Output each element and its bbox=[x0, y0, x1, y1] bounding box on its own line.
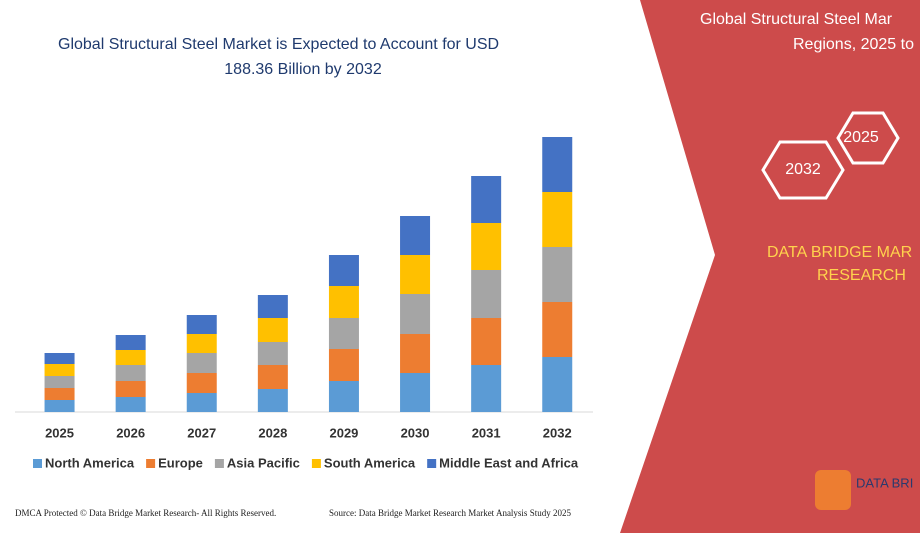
brand-text: DATA BRIDGE MAR bbox=[767, 244, 912, 261]
chart-subtitle: 188.36 Billion by 2032 bbox=[224, 61, 382, 78]
bar-segment bbox=[115, 397, 146, 412]
panel-title: Regions, 2025 to bbox=[793, 36, 914, 53]
bar-segment bbox=[400, 255, 431, 294]
bar-segment bbox=[115, 350, 146, 365]
bar-segment bbox=[471, 223, 502, 270]
bar-segment bbox=[115, 335, 146, 350]
legend-label: Europe bbox=[158, 455, 203, 470]
bar-segment bbox=[471, 270, 502, 318]
hex-label: 2032 bbox=[785, 161, 821, 178]
legend-label: South America bbox=[324, 455, 416, 470]
x-tick-label: 2026 bbox=[116, 425, 145, 440]
legend-swatch bbox=[311, 459, 321, 468]
logo-mark bbox=[815, 470, 851, 510]
x-tick-label: 2029 bbox=[329, 425, 358, 440]
legend-swatch bbox=[146, 459, 156, 468]
brand-text: RESEARCH bbox=[817, 267, 906, 284]
bar-segment bbox=[115, 381, 146, 397]
logo-text: DATA BRI bbox=[856, 475, 913, 490]
x-tick-label: 2028 bbox=[258, 425, 287, 440]
side-panel bbox=[620, 0, 920, 533]
legend-swatch bbox=[427, 459, 437, 468]
bar-segment bbox=[328, 381, 359, 412]
bar-segment bbox=[400, 373, 431, 412]
bar-segment bbox=[257, 295, 288, 318]
bar-segment bbox=[257, 365, 288, 389]
hex-label: 2025 bbox=[843, 129, 879, 146]
bar-segment bbox=[400, 216, 431, 255]
legend-label: North America bbox=[45, 455, 135, 470]
footer-text: DMCA Protected © Data Bridge Market Rese… bbox=[15, 508, 276, 518]
bar-segment bbox=[328, 349, 359, 381]
bar-segment bbox=[257, 318, 288, 342]
bar-segment bbox=[186, 315, 217, 334]
bar-segment bbox=[186, 393, 217, 412]
bar-segment bbox=[115, 365, 146, 381]
legend-label: Asia Pacific bbox=[227, 455, 300, 470]
legend-label: Middle East and Africa bbox=[439, 455, 579, 470]
bar-segment bbox=[542, 247, 573, 302]
bar-segment bbox=[471, 176, 502, 223]
bar-segment bbox=[471, 365, 502, 412]
x-tick-label: 2032 bbox=[543, 425, 572, 440]
bar-segment bbox=[328, 255, 359, 286]
x-tick-label: 2025 bbox=[45, 425, 74, 440]
bar-segment bbox=[257, 342, 288, 365]
x-tick-label: 2030 bbox=[401, 425, 430, 440]
x-tick-label: 2031 bbox=[472, 425, 501, 440]
x-tick-label: 2027 bbox=[187, 425, 216, 440]
bar-segment bbox=[186, 373, 217, 393]
bar-segment bbox=[44, 388, 75, 400]
panel-title: Global Structural Steel Mar bbox=[700, 11, 893, 28]
bar-segment bbox=[542, 192, 573, 247]
bar-segment bbox=[44, 400, 75, 412]
bar-segment bbox=[471, 318, 502, 365]
bar-segment bbox=[542, 302, 573, 357]
bar-segment bbox=[328, 318, 359, 349]
bar-segment bbox=[542, 137, 573, 192]
bar-segment bbox=[186, 353, 217, 373]
bar-segment bbox=[400, 334, 431, 373]
legend-swatch bbox=[214, 459, 224, 468]
legend-swatch bbox=[33, 459, 42, 468]
hexagon bbox=[836, 111, 900, 165]
bar-segment bbox=[44, 376, 75, 388]
bar-segment bbox=[44, 364, 75, 376]
bar-segment bbox=[257, 389, 288, 412]
footer-text: Source: Data Bridge Market Research Mark… bbox=[329, 508, 571, 518]
bar-segment bbox=[328, 286, 359, 318]
chart-title: Global Structural Steel Market is Expect… bbox=[58, 36, 499, 53]
hexagon bbox=[761, 140, 845, 200]
bar-segment bbox=[400, 294, 431, 334]
bar-segment bbox=[44, 353, 75, 364]
bar-segment bbox=[542, 357, 573, 412]
bar-segment bbox=[186, 334, 217, 353]
